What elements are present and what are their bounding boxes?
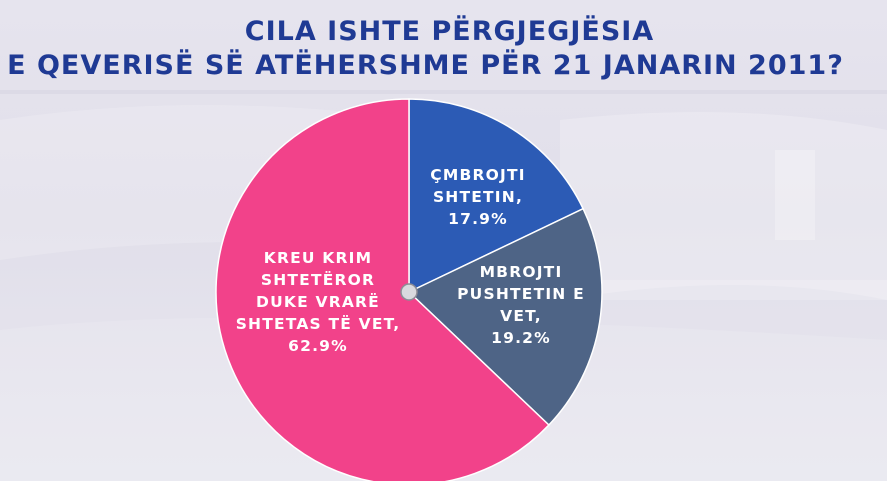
pie-slice-1: [408, 98, 585, 294]
slice-label-line: SHTETAS TË VET,: [236, 314, 401, 333]
chart-title-line-2: E QEVERISË SË ATËHERSHME PËR 21 JANARIN …: [7, 50, 844, 81]
slice-label-2: MBROJTI PUSHTETIN E VET, 19.2%: [457, 263, 585, 347]
slice-label-line: MBROJTI: [480, 263, 563, 281]
slice-label-1: ÇMBROJTI SHTETIN, 17.9%: [430, 166, 525, 228]
slice-label-line: SHTETËROR: [261, 270, 375, 289]
slice-label-line: ÇMBROJTI: [430, 166, 525, 184]
chart-title-line-1: CILA ISHTE PËRGJEGJËSIA: [244, 16, 655, 47]
slice-value-label: 62.9%: [288, 337, 348, 355]
pie-center-dot: [400, 283, 418, 301]
pie-slice-3: [215, 98, 550, 481]
slice-value-label: 19.2%: [491, 329, 551, 347]
pie-slice-2: [407, 207, 603, 427]
slice-label-3: KREU KRIM SHTETËROR DUKE VRARË SHTETAS TË V…: [236, 249, 401, 355]
slice-label-line: PUSHTETIN E: [457, 285, 585, 303]
slice-label-line: SHTETIN,: [433, 188, 523, 206]
slice-value-label: 17.9%: [448, 210, 508, 228]
slice-label-line: VET,: [500, 307, 542, 325]
slice-label-line: DUKE VRARË: [256, 292, 380, 311]
slice-label-line: KREU KRIM: [264, 249, 372, 267]
